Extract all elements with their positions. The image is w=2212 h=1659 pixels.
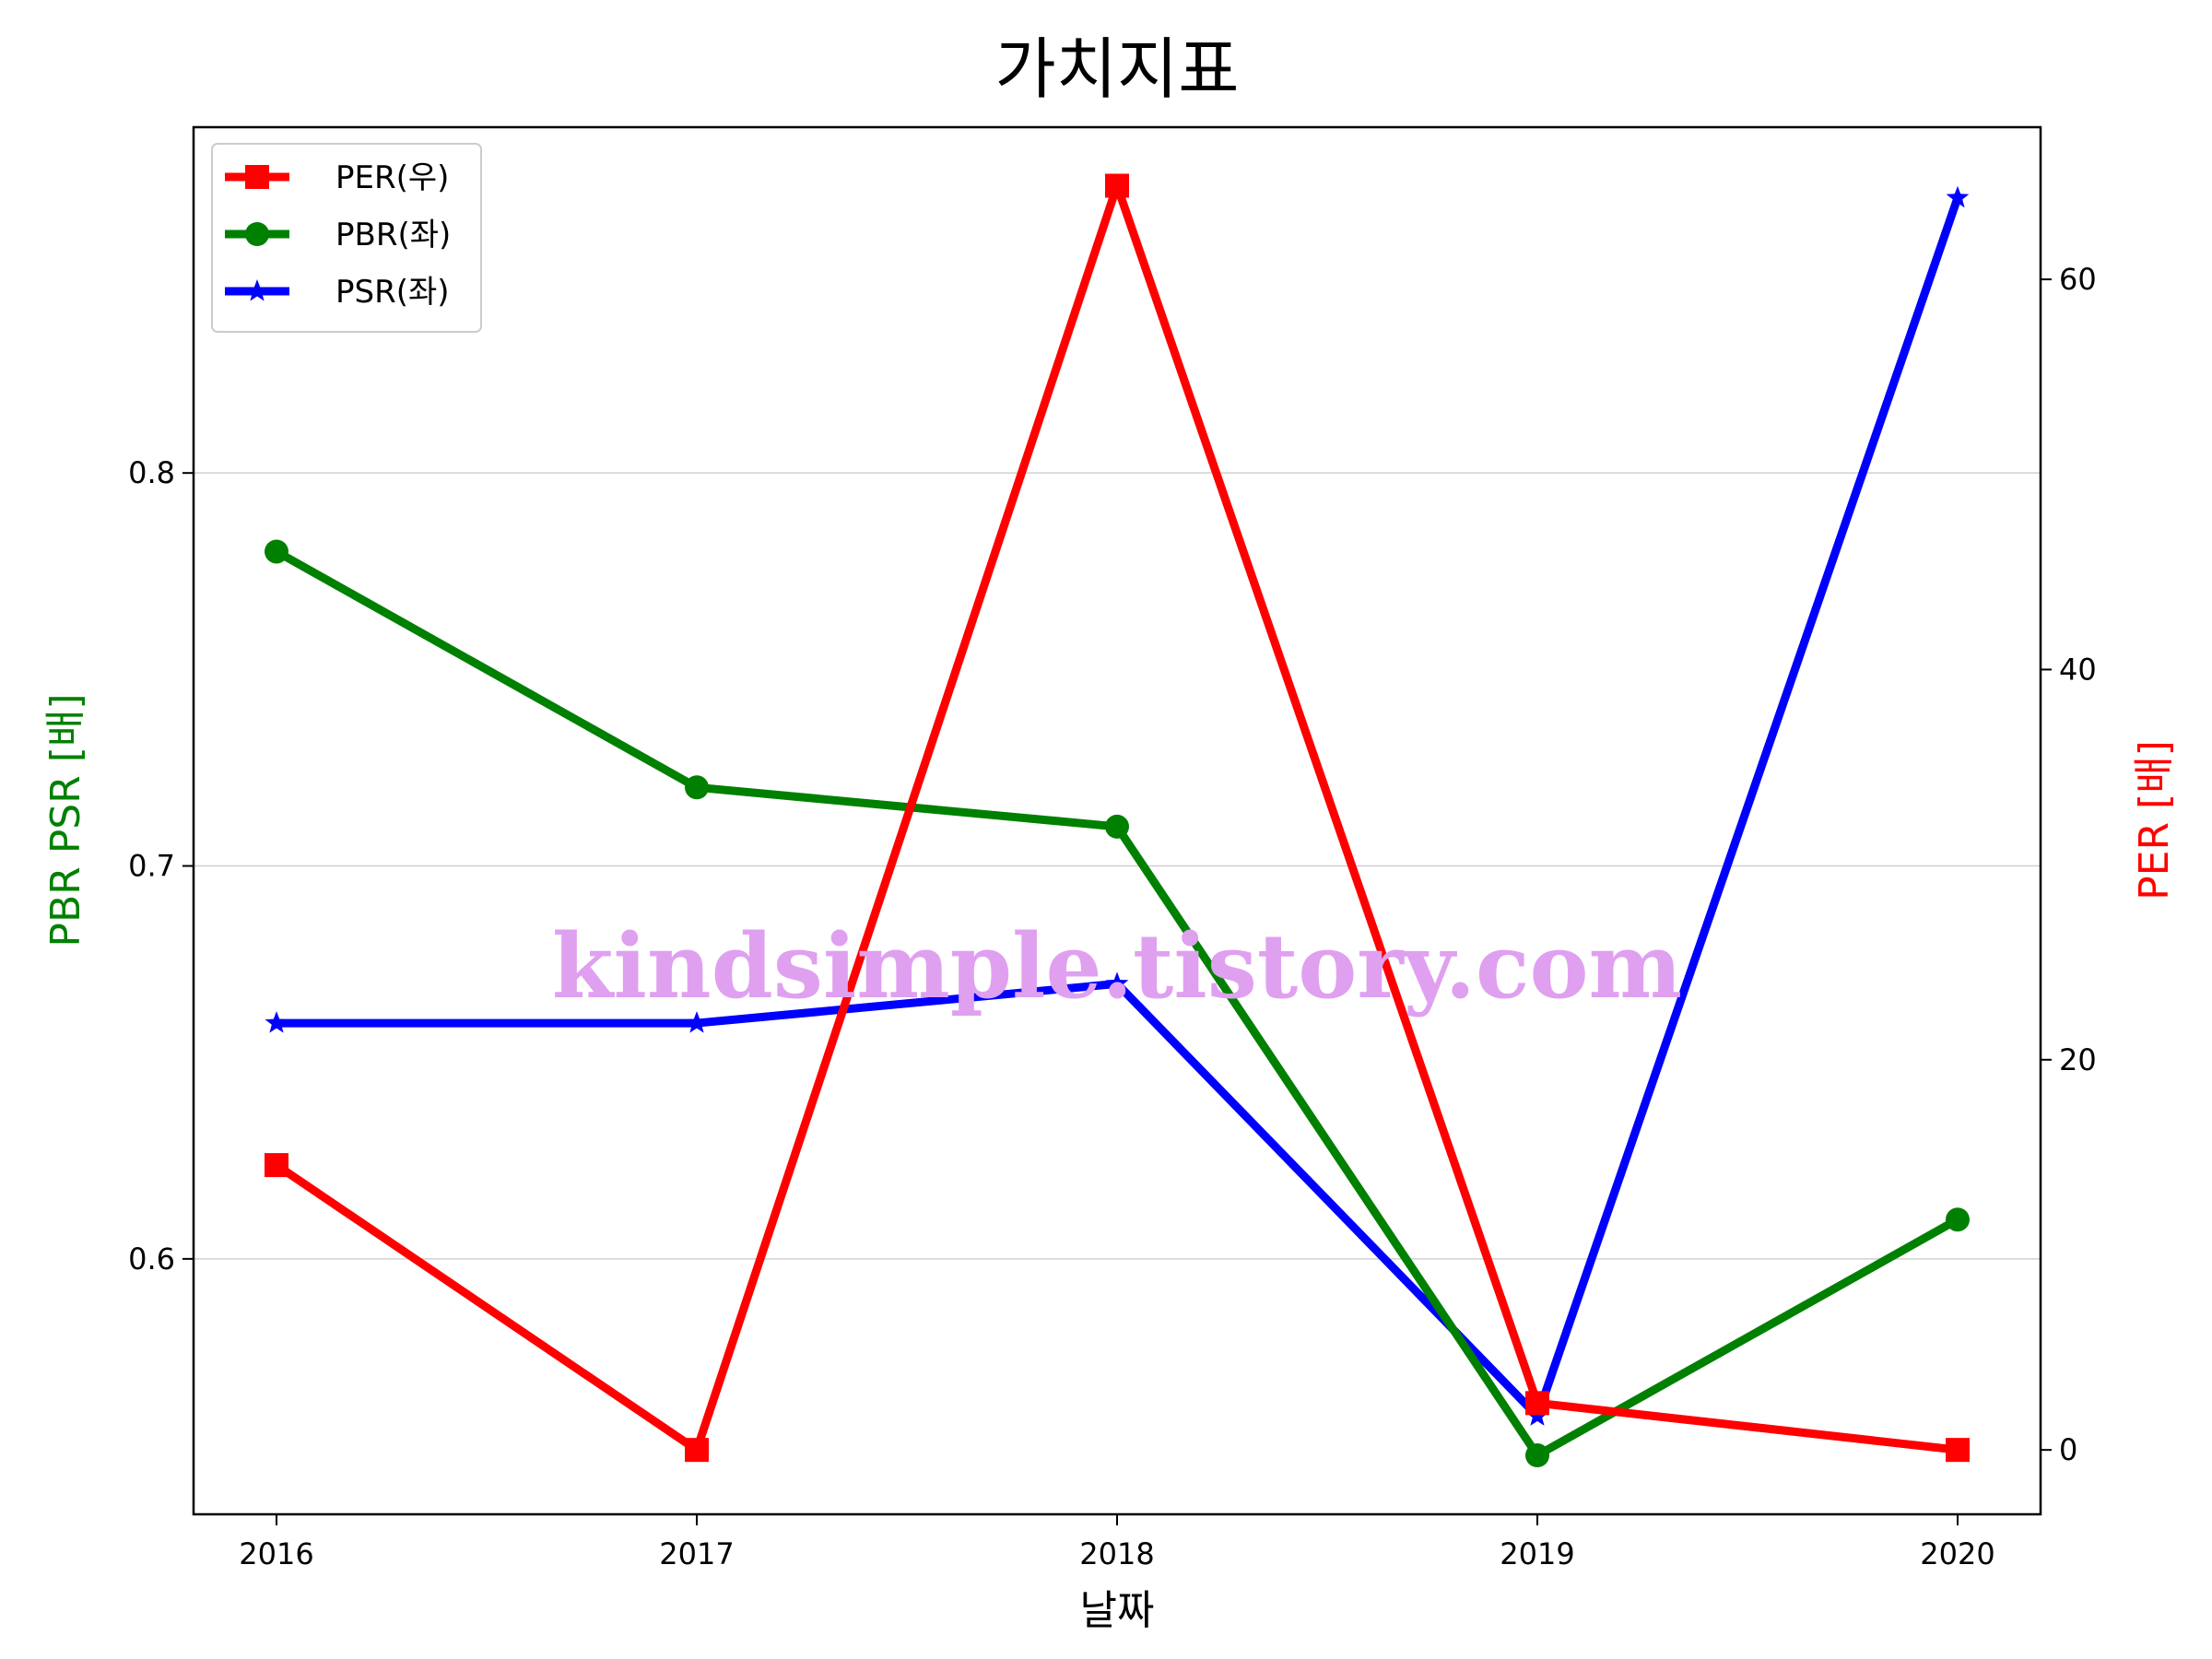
x-axis-label: 날짜 (1080, 1587, 1155, 1634)
data-point (1525, 1443, 1549, 1468)
legend-entry-label: PSR(좌) (335, 274, 450, 311)
data-point (265, 1011, 288, 1033)
data-point (1105, 971, 1129, 994)
data-point (1946, 1438, 1970, 1463)
data-point (1946, 185, 1970, 208)
left-y-axis-label: PBR PSR [배] (42, 693, 89, 947)
left-tick-label: 0.7 (128, 849, 175, 884)
data-point (1525, 1391, 1549, 1416)
left-y-ticks: 0.6 0.7 0.8 (128, 455, 194, 1277)
x-tick-label: 2016 (239, 1536, 313, 1571)
right-tick-label: 40 (2059, 652, 2097, 687)
x-tick-label: 2020 (1920, 1536, 1994, 1571)
right-y-axis-label: PER [배] (2131, 740, 2178, 900)
watermark-text: kindsimple.tistory.com (552, 914, 1682, 1018)
series-line (272, 194, 1962, 1420)
markers-layer (265, 173, 1970, 1468)
legend-swatch-marker (245, 222, 269, 246)
data-point (685, 1011, 709, 1033)
right-tick-label: 20 (2059, 1042, 2097, 1077)
x-ticks: 2016 2017 2018 2019 2020 (239, 1514, 1995, 1571)
left-tick-label: 0.8 (128, 455, 175, 490)
grid-layer (194, 472, 2041, 1260)
legend-box (211, 143, 482, 333)
x-tick-label: 2017 (659, 1536, 734, 1571)
legend: PER(우) PBR(좌) PSR(좌) (211, 143, 482, 333)
data-point (685, 1438, 709, 1463)
legend-swatch-marker (245, 279, 269, 301)
data-point (265, 1153, 288, 1178)
right-tick-label: 60 (2059, 262, 2097, 297)
x-tick-label: 2018 (1079, 1536, 1154, 1571)
data-point (1105, 814, 1129, 839)
left-tick-label: 0.6 (128, 1241, 175, 1277)
data-point (265, 539, 288, 564)
right-tick-label: 0 (2059, 1432, 2077, 1467)
legend-entry-label: PBR(좌) (335, 217, 451, 253)
right-y-ticks: 0 20 40 60 (2041, 262, 2097, 1467)
chart-title: 가치지표 (995, 30, 1240, 108)
data-point (1105, 173, 1129, 198)
x-tick-label: 2019 (1500, 1536, 1574, 1571)
data-point (1946, 1207, 1970, 1232)
legend-entry-label: PER(우) (335, 159, 449, 196)
data-point (685, 775, 709, 800)
legend-swatch-marker (245, 165, 269, 189)
